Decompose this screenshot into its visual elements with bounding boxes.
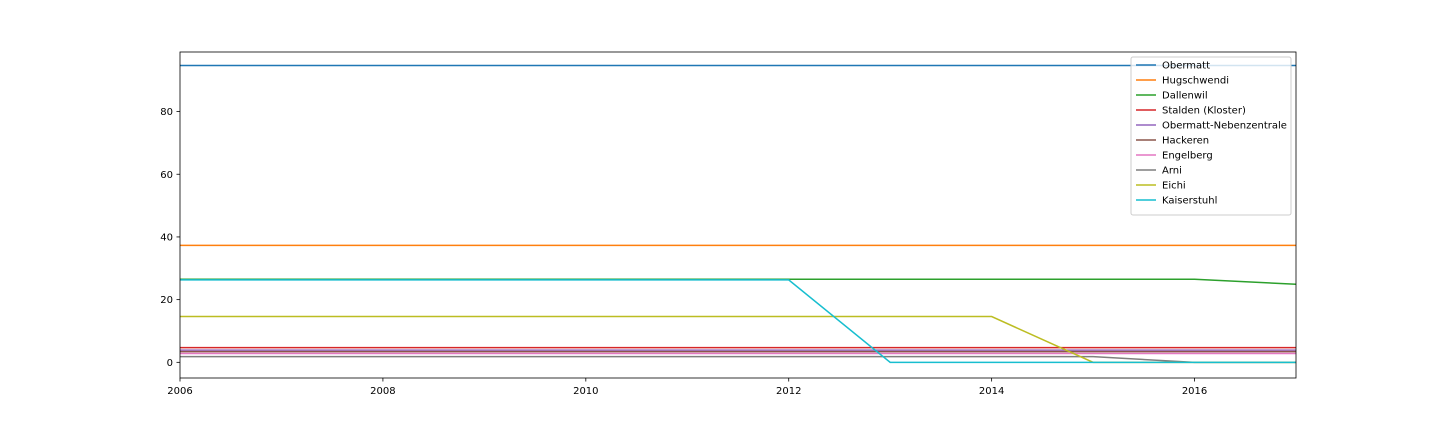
y-tick-label: 40 [160,232,173,243]
legend-box [1130,56,1292,216]
legend-label-hackeren: Hackeren [1162,136,1209,147]
legend-label-hugschwendi: Hugschwendi [1162,76,1229,87]
legend-label-kaiserstuhl: Kaiserstuhl [1162,196,1217,207]
legend-label-arni: Arni [1162,166,1182,177]
x-tick-label: 2008 [370,386,395,397]
x-tick-label: 2016 [1182,386,1207,397]
legend-label-obermatt: Obermatt [1162,61,1210,72]
legend-label-obermatt-nebenzentrale: Obermatt-Nebenzentrale [1162,121,1287,132]
x-axis: 2006 2008 2010 2012 2014 2016 [167,378,1207,397]
y-tick-label: 80 [160,107,173,118]
legend-label-stalden-kloster: Stalden (Kloster) [1162,106,1246,117]
series-line-arni [180,355,1296,364]
y-tick-label: 0 [167,358,173,369]
plot-area [180,64,1296,364]
x-tick-label: 2010 [573,386,598,397]
legend: Obermatt Hugschwendi Dallenwil Stalden (Klo… [1130,56,1292,216]
y-axis: 0 20 40 60 80 [160,107,180,369]
series-line-kaiserstuhl [180,279,1296,364]
x-tick-label: 2014 [979,386,1004,397]
axes-frame [179,51,1297,379]
legend-label-eichi: Eichi [1162,181,1186,192]
series-line-eichi [180,315,1296,364]
x-tick-label: 2012 [776,386,801,397]
y-tick-label: 20 [160,295,173,306]
y-tick-label: 60 [160,170,173,181]
legend-label-dallenwil: Dallenwil [1162,91,1208,102]
x-tick-label: 2006 [167,386,192,397]
legend-label-engelberg: Engelberg [1162,151,1213,162]
